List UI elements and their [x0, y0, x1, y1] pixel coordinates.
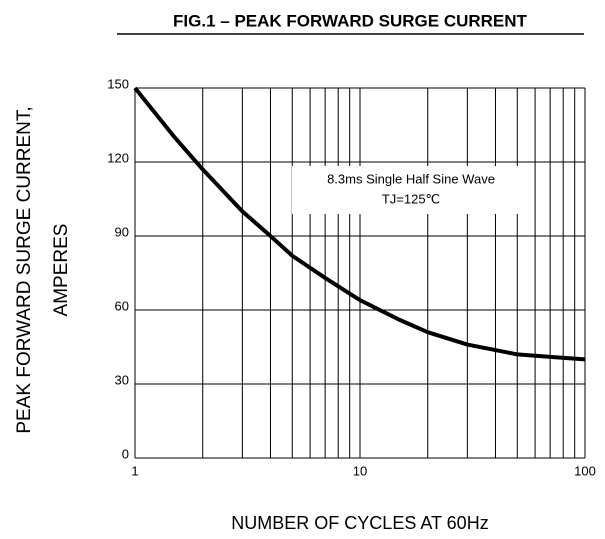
y-tick-label: 120: [107, 150, 129, 165]
y-axis-label: PEAK FORWARD SURGE CURRENT,: [14, 106, 35, 433]
annotation: TJ=125℃: [382, 191, 440, 206]
chart-title: FIG.1 – PEAK FORWARD SURGE CURRENT: [173, 11, 528, 30]
y-tick-label: 0: [122, 446, 129, 461]
x-tick-label: 1: [131, 463, 138, 478]
x-axis-label: NUMBER OF CYCLES AT 60Hz: [231, 513, 488, 533]
y-tick-label: 60: [115, 298, 129, 313]
y-axis-label: AMPERES: [51, 224, 72, 317]
x-tick-label: 10: [353, 463, 367, 478]
annotation-box: [292, 166, 530, 214]
y-tick-label: 150: [107, 76, 129, 91]
y-tick-label: 30: [115, 372, 129, 387]
y-tick-label: 90: [115, 224, 129, 239]
annotation: 8.3ms Single Half Sine Wave: [327, 171, 495, 186]
curve: [133, 86, 586, 362]
x-tick-label: 100: [574, 463, 596, 478]
